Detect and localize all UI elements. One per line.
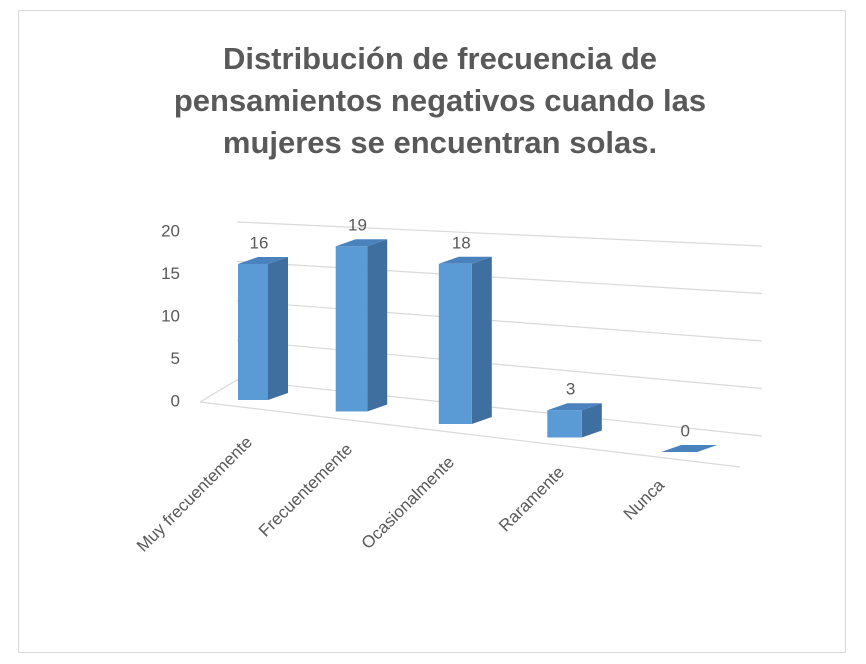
bar-side <box>268 257 288 400</box>
chart-title: Distribución de frecuencia de pensamient… <box>173 41 707 160</box>
bar-top <box>547 403 602 411</box>
x-tick-label: Raramente <box>495 463 568 536</box>
x-tick-label: Frecuentemente <box>255 440 356 541</box>
grid-line <box>236 221 763 247</box>
data-label: 0 <box>680 421 689 440</box>
x-tick-label: Ocasionalmente <box>358 453 458 553</box>
data-label: 19 <box>348 216 367 235</box>
x-tick-label: Nunca <box>620 475 669 524</box>
grid-line <box>236 339 763 390</box>
floor-edge <box>199 401 741 468</box>
bar <box>547 410 582 438</box>
grid-line <box>236 300 763 342</box>
bar-side <box>471 256 492 424</box>
bar <box>238 264 268 400</box>
bar <box>335 246 368 412</box>
bar-top <box>238 257 288 264</box>
bar-side <box>367 239 388 412</box>
data-label: 3 <box>566 380 575 399</box>
grid-line <box>236 379 763 437</box>
bar-side <box>581 403 602 438</box>
data-label: 16 <box>250 233 269 252</box>
bar-top <box>661 445 718 452</box>
y-tick-label: 15 <box>161 264 180 283</box>
bar <box>438 263 472 424</box>
chart-frame <box>18 10 846 653</box>
y-tick-label: 20 <box>161 221 180 240</box>
y-tick-label: 0 <box>171 391 180 410</box>
y-tick-label: 5 <box>171 349 180 368</box>
data-label: 18 <box>452 233 471 252</box>
floor-side <box>199 379 238 403</box>
bar-top <box>335 239 388 247</box>
bar-top <box>438 256 492 264</box>
x-tick-label: Muy frecuentemente <box>133 433 256 556</box>
y-tick-label: 10 <box>161 306 180 325</box>
grid-line <box>236 260 763 295</box>
